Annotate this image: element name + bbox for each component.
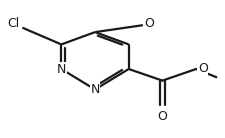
Text: Cl: Cl <box>7 17 20 30</box>
Text: O: O <box>143 17 153 30</box>
Text: N: N <box>90 83 99 96</box>
Text: O: O <box>157 110 166 123</box>
Text: O: O <box>197 62 207 75</box>
Text: N: N <box>56 63 66 75</box>
